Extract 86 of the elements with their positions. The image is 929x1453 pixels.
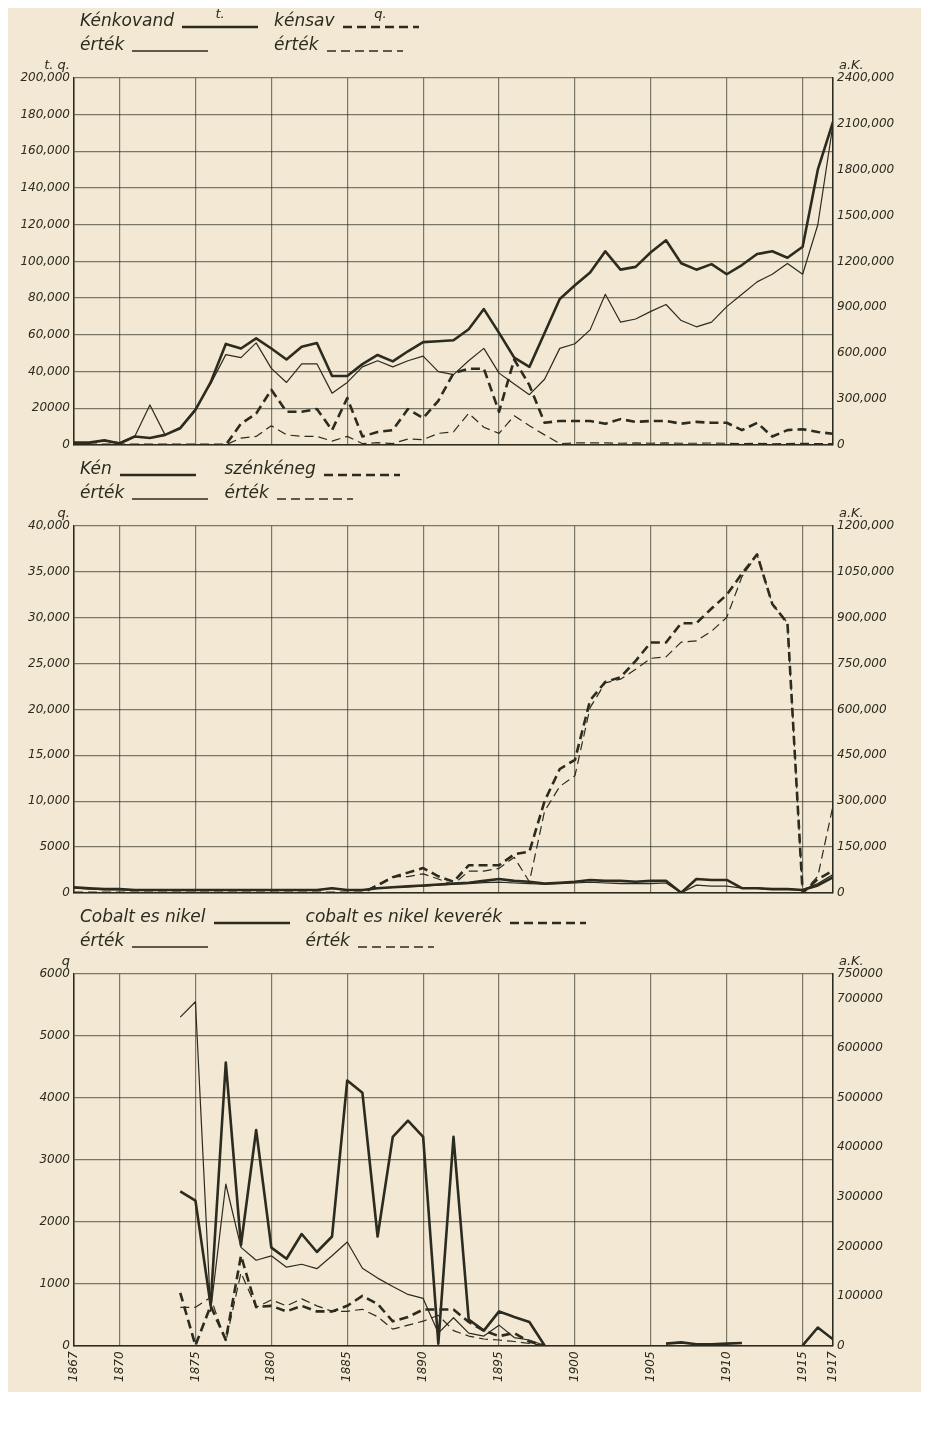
legend-label: szénkéneg bbox=[224, 458, 316, 478]
x-tick-label: 1910 bbox=[718, 1351, 733, 1383]
x-tick-label: 1890 bbox=[415, 1351, 430, 1383]
y2-tick-label: 300,000 bbox=[837, 391, 887, 406]
legend-label: kénsav bbox=[274, 10, 335, 30]
text: q. bbox=[373, 6, 388, 21]
y-tick-label: 0 bbox=[62, 436, 71, 451]
y2-tick-label: 2400,000 bbox=[837, 70, 895, 85]
x-tick-label: 1895 bbox=[491, 1351, 506, 1383]
y2-tick-label: 1500,000 bbox=[837, 207, 895, 222]
x-tick-label: 1867 bbox=[66, 1351, 81, 1383]
y2-tick-label: 600000 bbox=[837, 1040, 884, 1055]
y2-tick-label: 1200,000 bbox=[837, 253, 895, 268]
y2-tick-label: 200000 bbox=[837, 1238, 884, 1253]
y2-tick-label: 600,000 bbox=[837, 345, 887, 360]
y2-axis-title: a.K. bbox=[839, 56, 864, 72]
y-tick-label: 1000 bbox=[39, 1275, 71, 1290]
y2-tick-label: 1800,000 bbox=[837, 161, 895, 176]
x-tick-label: 1915 bbox=[794, 1351, 809, 1383]
x-tick-label: 1885 bbox=[339, 1351, 354, 1383]
x-tick-label: 1875 bbox=[187, 1351, 202, 1383]
y2-tick-label: 1200,000 bbox=[837, 518, 895, 533]
legend-label: érték bbox=[80, 930, 125, 950]
y-axis-title: t. q. bbox=[44, 56, 70, 72]
y-tick-label: 0 bbox=[62, 1337, 71, 1352]
y-tick-label: 5000 bbox=[39, 839, 71, 854]
y-axis-title: q. bbox=[57, 504, 70, 520]
x-tick-label: 1905 bbox=[642, 1351, 657, 1383]
x-tick-label: 1917 bbox=[825, 1351, 840, 1383]
y2-tick-label: 700000 bbox=[837, 990, 884, 1005]
y2-tick-label: 400000 bbox=[837, 1139, 884, 1154]
y2-axis-title: a.K. bbox=[839, 504, 864, 520]
y2-axis-title: a.K. bbox=[839, 952, 864, 968]
y-tick-label: 0 bbox=[62, 884, 71, 899]
y-tick-label: 4000 bbox=[39, 1089, 71, 1104]
legend-label: érték bbox=[80, 34, 125, 54]
y2-tick-label: 150,000 bbox=[837, 839, 887, 854]
legend-label: érték bbox=[274, 34, 319, 54]
y2-tick-label: 2100,000 bbox=[837, 115, 895, 130]
y2-tick-label: 750000 bbox=[837, 966, 884, 981]
legend-label: érték bbox=[80, 482, 125, 502]
y-tick-label: 5000 bbox=[39, 1028, 71, 1043]
y-tick-label: 40,000 bbox=[28, 363, 71, 378]
y-tick-label: 160,000 bbox=[20, 143, 71, 158]
y2-tick-label: 500000 bbox=[837, 1089, 884, 1104]
y2-tick-label: 1050,000 bbox=[837, 563, 895, 578]
x-tick-label: 1900 bbox=[567, 1351, 582, 1383]
y-tick-label: 20,000 bbox=[28, 701, 71, 716]
y2-tick-label: 0 bbox=[837, 436, 845, 451]
legend-label: érték bbox=[305, 930, 350, 950]
x-tick-label: 1870 bbox=[111, 1351, 126, 1383]
y2-tick-label: 0 bbox=[837, 1337, 845, 1352]
y-tick-label: 6000 bbox=[39, 966, 71, 981]
text: t. bbox=[214, 6, 226, 21]
y-tick-label: 35,000 bbox=[28, 563, 71, 578]
y-axis-title: q bbox=[61, 952, 70, 968]
y-tick-label: 40,000 bbox=[28, 518, 71, 533]
y-tick-label: 10,000 bbox=[28, 793, 71, 808]
y-tick-label: 25,000 bbox=[28, 655, 71, 670]
y-tick-label: 80,000 bbox=[28, 290, 71, 305]
y2-tick-label: 450,000 bbox=[837, 747, 887, 762]
y-tick-label: 120,000 bbox=[20, 216, 71, 231]
y2-tick-label: 900,000 bbox=[837, 609, 887, 624]
y-tick-label: 15,000 bbox=[28, 747, 71, 762]
y-tick-label: 60,000 bbox=[28, 326, 71, 341]
legend-label: érték bbox=[224, 482, 269, 502]
y2-tick-label: 300000 bbox=[837, 1189, 884, 1203]
y-tick-label: 200,000 bbox=[20, 70, 71, 85]
legend-label: cobalt es nikel keverék bbox=[305, 906, 503, 926]
y-tick-label: 100,000 bbox=[20, 253, 71, 268]
legend-label: Cobalt es nikel bbox=[80, 906, 206, 926]
y2-tick-label: 100000 bbox=[837, 1288, 884, 1303]
legend-label: Kénkovand bbox=[80, 10, 175, 30]
y-tick-label: 180,000 bbox=[20, 106, 71, 121]
y2-tick-label: 750,000 bbox=[837, 655, 887, 670]
y-tick-label: 2000 bbox=[39, 1213, 71, 1228]
y-tick-label: 3000 bbox=[39, 1151, 71, 1166]
x-tick-label: 1880 bbox=[263, 1351, 278, 1383]
y2-tick-label: 600,000 bbox=[837, 701, 887, 716]
y-tick-label: 30,000 bbox=[28, 609, 71, 624]
y2-tick-label: 900,000 bbox=[837, 299, 887, 314]
legend-label: Kén bbox=[80, 458, 112, 478]
y2-tick-label: 300,000 bbox=[837, 793, 887, 808]
y-tick-label: 20000 bbox=[31, 400, 71, 415]
y-tick-label: 140,000 bbox=[20, 180, 71, 195]
y2-tick-label: 0 bbox=[837, 884, 845, 899]
